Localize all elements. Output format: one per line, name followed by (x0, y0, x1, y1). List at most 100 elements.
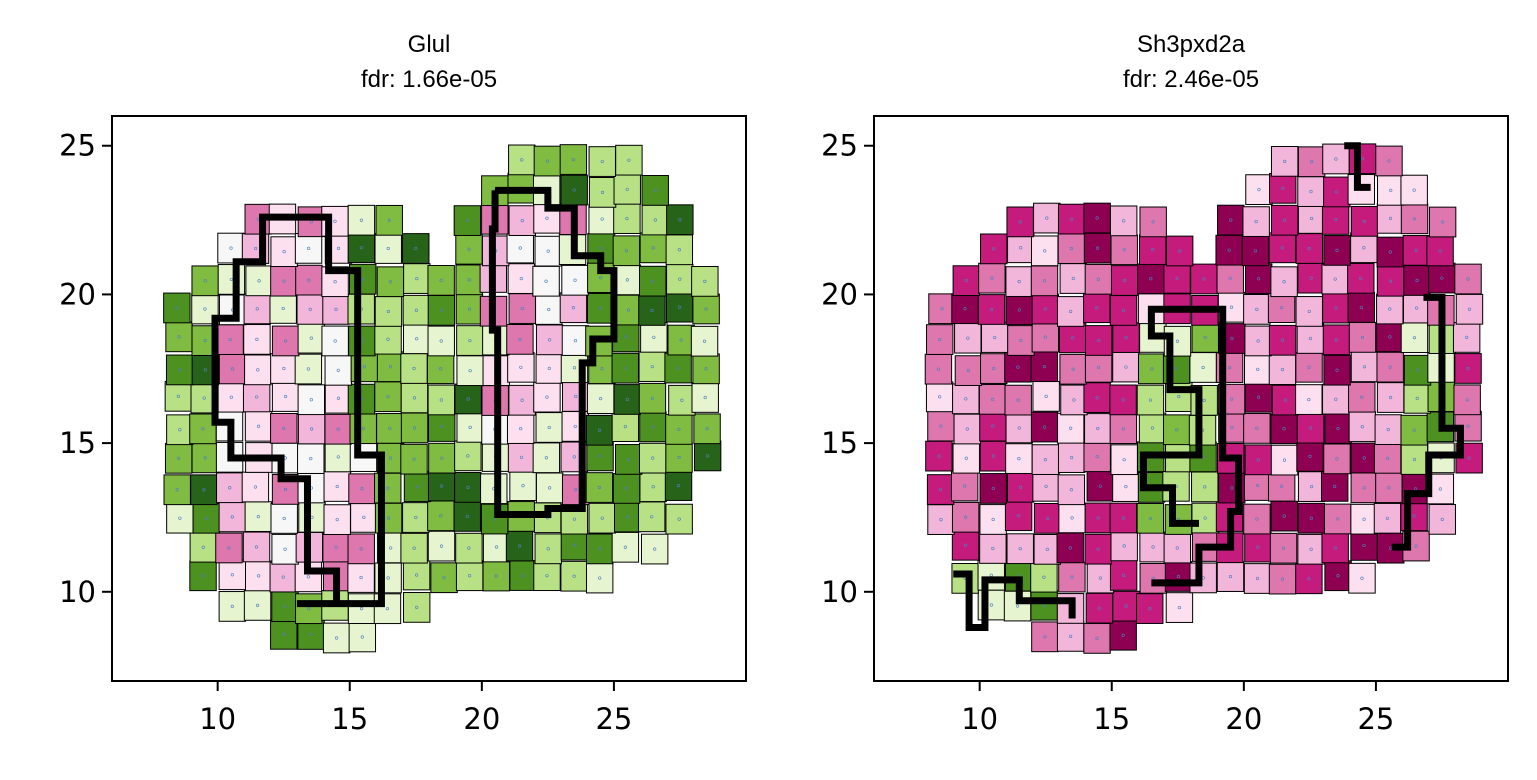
spot-cell (1058, 561, 1086, 593)
spot-cell (561, 325, 590, 356)
spot-cell (1296, 441, 1324, 472)
spot-center (963, 307, 967, 311)
x-tick-label: 25 (1357, 702, 1394, 736)
spot-cell (1163, 414, 1191, 446)
spot-cell (1321, 204, 1350, 235)
spot-center (964, 515, 968, 519)
spot-center (547, 366, 551, 370)
spot-cell (298, 501, 326, 533)
spot-cell (1243, 293, 1271, 325)
spot-center (679, 338, 683, 342)
spot-cell (1030, 265, 1059, 297)
spot-cell (243, 293, 271, 325)
spot-cell (166, 502, 194, 534)
spot-center (993, 335, 997, 340)
spot-cell (1006, 471, 1035, 503)
spot-center (1069, 426, 1073, 430)
spot-cell (692, 293, 720, 325)
spot-cell (271, 381, 300, 412)
spot-center (1440, 517, 1444, 521)
spot-cell (482, 560, 510, 592)
spot-cells (163, 144, 722, 654)
spot-cell (456, 325, 484, 356)
spot-center (624, 335, 628, 339)
spot-cell (165, 321, 193, 353)
spot-cell (1191, 322, 1219, 353)
spot-center (623, 545, 627, 549)
spot-center (521, 484, 525, 488)
spot-cell (217, 264, 246, 295)
spot-center (230, 573, 234, 577)
spot-center (521, 573, 525, 578)
spot-center (989, 603, 993, 607)
spot-center (1362, 543, 1366, 548)
spot-center (1335, 190, 1339, 194)
spot-center (545, 159, 549, 163)
spot-cell (400, 412, 429, 444)
spot-cell (1137, 353, 1166, 385)
spot-cell (456, 355, 484, 387)
spot-cell (456, 411, 484, 443)
spot-cell (1403, 382, 1431, 414)
spot-center (1360, 395, 1364, 399)
spot-cell (1376, 321, 1404, 353)
spot-center (653, 188, 657, 192)
spot-cell (639, 411, 667, 443)
spot-center (650, 365, 654, 369)
spot-cell (1215, 234, 1243, 266)
spot-center (177, 456, 181, 460)
spot-center (1121, 398, 1125, 402)
spot-cell (1244, 325, 1272, 357)
spot-center (1412, 188, 1416, 192)
region-outline (1344, 142, 1371, 191)
y-tick-label: 20 (821, 277, 858, 311)
spot-cell (1110, 234, 1138, 266)
spot-cell (402, 233, 430, 264)
spot-center (465, 218, 469, 223)
spot-cell (1136, 502, 1165, 534)
spot-center (309, 457, 313, 461)
spot-cell (692, 353, 720, 385)
spot-center (1175, 428, 1179, 432)
spot-center (1097, 338, 1101, 343)
spot-center (333, 280, 337, 284)
spot-cell (665, 291, 694, 323)
spot-center (937, 454, 941, 458)
spot-cell (1085, 592, 1114, 624)
spot-cell (665, 503, 693, 535)
spot-cell (588, 177, 617, 208)
spot-cell (952, 383, 980, 415)
spot-cell (1005, 266, 1033, 297)
spot-center (1362, 517, 1366, 521)
spot-center (938, 395, 942, 399)
chart-title: Glul (408, 31, 451, 58)
spot-cell (1007, 232, 1035, 264)
spot-cell (1400, 174, 1428, 206)
spot-center (1309, 426, 1313, 430)
spot-center (1227, 248, 1231, 252)
spot-center (1336, 426, 1340, 431)
spot-center (963, 484, 967, 488)
spot-cell (347, 204, 376, 236)
spot-cell (192, 502, 220, 534)
spot-center (599, 397, 603, 401)
spot-center (571, 306, 576, 310)
spot-cell (1268, 232, 1296, 264)
spot-cell (1086, 470, 1115, 502)
spot-center (1414, 248, 1418, 253)
spot-cell (952, 265, 981, 297)
spot-center (386, 576, 390, 580)
spot-center (520, 398, 524, 402)
spot-cell (1243, 503, 1271, 535)
spot-center (1043, 249, 1047, 253)
spot-cell (1136, 384, 1165, 416)
spot-cell (1056, 621, 1085, 652)
spot-center (1124, 365, 1128, 369)
spot-center (1203, 516, 1207, 520)
spot-center (625, 278, 629, 282)
spot-center (1280, 577, 1285, 581)
spot-cell (535, 294, 563, 325)
spot-center (989, 307, 994, 312)
spot-center (1388, 250, 1392, 254)
spot-cell (1270, 266, 1298, 298)
